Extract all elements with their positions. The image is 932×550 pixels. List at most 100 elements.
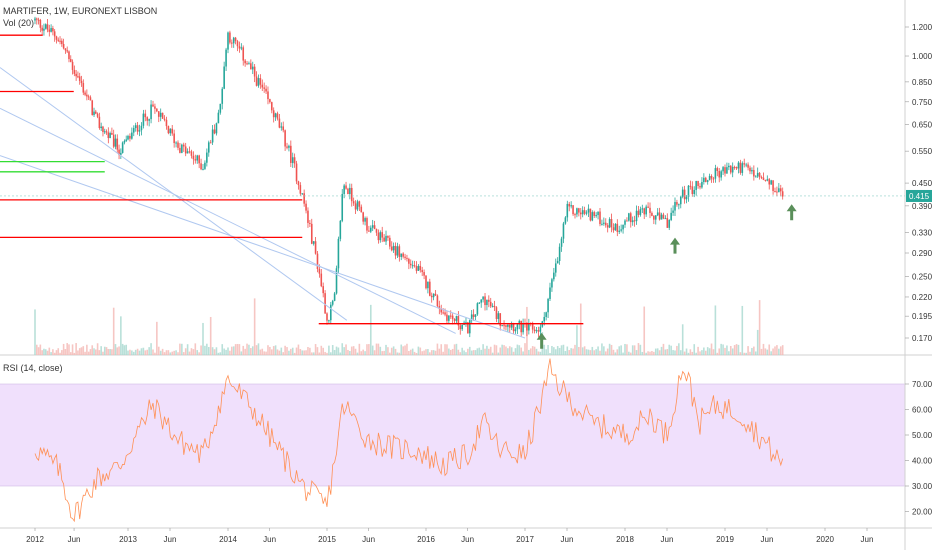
volume-bar: [337, 347, 340, 355]
candle-body: [350, 187, 353, 202]
volume-bar: [762, 343, 765, 355]
volume-bar: [61, 350, 63, 355]
candle-body: [722, 167, 724, 172]
volume-bar: [177, 352, 179, 355]
candle-body: [341, 193, 344, 221]
candle-body: [781, 191, 784, 197]
volume-bar: [93, 348, 95, 355]
volume-bar: [758, 300, 761, 355]
candle-body: [297, 181, 300, 186]
candle-body: [564, 217, 567, 224]
volume-bar: [127, 350, 129, 355]
volume-bar: [316, 347, 319, 355]
volume-bar: [312, 352, 315, 355]
volume-bar: [118, 346, 120, 355]
volume-bar: [82, 346, 85, 355]
volume-bar: [288, 350, 290, 355]
candle-body: [229, 32, 231, 43]
volume-bar: [326, 352, 328, 355]
volume-bar: [664, 349, 667, 355]
candle-body: [307, 210, 309, 223]
candle-body: [737, 162, 740, 169]
candle-body: [250, 63, 252, 70]
candle-body: [181, 144, 183, 153]
volume-bar: [568, 350, 571, 355]
candle-body: [352, 201, 355, 204]
volume-bar: [505, 346, 507, 355]
volume-bar: [274, 345, 277, 355]
candle-body: [200, 163, 202, 170]
candle-body: [360, 206, 363, 213]
candle-body: [390, 246, 393, 251]
volume-bar: [429, 352, 431, 355]
candle-body: [423, 272, 425, 276]
candle-body: [601, 223, 603, 225]
volume-bar: [192, 349, 195, 355]
candle-body: [566, 203, 569, 218]
volume-bar: [69, 352, 72, 355]
candle-body: [255, 76, 258, 86]
candle-body: [427, 281, 429, 289]
candle-body: [43, 28, 45, 31]
candle-body: [251, 66, 254, 70]
rsi-tick-label: 70.00: [912, 380, 932, 389]
volume-bar: [152, 349, 154, 355]
candle-body: [129, 135, 131, 139]
candle-body: [685, 196, 688, 200]
volume-bar: [766, 349, 769, 355]
candle-body: [347, 188, 349, 195]
volume-bar: [105, 347, 108, 355]
volume-bar: [238, 344, 241, 355]
volume-bar: [574, 344, 576, 355]
candle-body: [278, 118, 281, 128]
volume-bar: [551, 345, 553, 355]
candle-body: [633, 220, 636, 222]
candle-body: [549, 287, 551, 299]
volume-bar: [215, 347, 218, 355]
volume-bar: [470, 350, 473, 355]
volume-bar: [531, 346, 534, 355]
candle-body: [225, 49, 227, 67]
candle-body: [223, 66, 225, 89]
volume-bar: [389, 352, 391, 355]
candle-body: [772, 180, 774, 191]
volume-bar: [597, 346, 599, 355]
candle-body: [62, 43, 65, 49]
candle-body: [392, 245, 395, 251]
volume-bar: [731, 348, 734, 355]
volume-bar: [585, 349, 588, 355]
volume-bar: [570, 348, 572, 355]
candle-body: [35, 18, 38, 20]
candle-body: [687, 185, 690, 197]
candle-body: [144, 113, 147, 118]
candle-body: [265, 88, 267, 92]
candle-body: [720, 171, 722, 178]
candle-body: [120, 152, 122, 155]
volume-bar: [352, 346, 355, 355]
volume-bar: [394, 348, 397, 355]
volume-bar: [770, 351, 772, 355]
candle-body: [616, 223, 619, 232]
candle-body: [227, 32, 229, 50]
candle-body: [493, 305, 496, 308]
volume-bar: [507, 348, 509, 355]
candle-body: [728, 165, 730, 168]
candle-body: [333, 293, 336, 301]
candle-body: [232, 37, 235, 44]
volume-bar: [339, 352, 342, 355]
volume-bar: [347, 349, 349, 355]
candle-body: [568, 203, 571, 207]
candle-body: [472, 314, 475, 317]
volume-bar: [209, 316, 212, 355]
volume-bar: [587, 349, 590, 355]
volume-bar: [461, 347, 463, 355]
candle-body: [163, 118, 166, 120]
candle-body: [80, 80, 83, 84]
candle-body: [86, 94, 88, 97]
volume-bar: [612, 349, 615, 355]
candle-body: [356, 201, 359, 210]
candle-body: [739, 162, 742, 173]
candle-body: [587, 208, 590, 213]
candle-body: [533, 329, 536, 332]
